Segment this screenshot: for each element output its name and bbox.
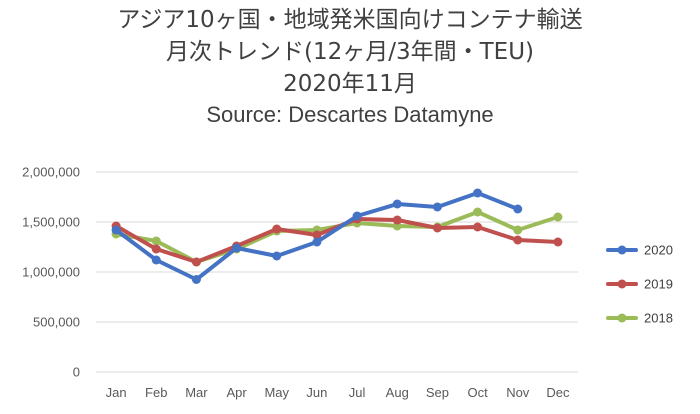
gridlines — [96, 171, 578, 373]
data-point — [473, 207, 483, 217]
data-point — [513, 235, 523, 245]
legend-label: 2019 — [644, 277, 673, 292]
data-point — [151, 236, 161, 246]
x-tick-label: Sep — [426, 385, 449, 400]
y-tick-label: 0 — [73, 365, 80, 380]
chart-subtitle: Source: Descartes Datamyne — [206, 102, 494, 127]
x-tick-label: Aug — [386, 385, 409, 400]
legend-swatch-marker — [617, 313, 627, 323]
data-point — [272, 224, 282, 234]
data-point — [392, 199, 402, 209]
x-tick-label: Jun — [306, 385, 327, 400]
data-point — [352, 211, 362, 221]
data-point — [111, 225, 121, 235]
chart-title-block: アジア10ヶ国・地域発米国向けコンテナ輸送 月次トレンド(12ヶ月/3年間・TE… — [0, 4, 700, 130]
y-tick-label: 2,000,000 — [22, 165, 80, 180]
data-point — [191, 275, 201, 284]
y-tick-label: 500,000 — [33, 315, 80, 330]
x-tick-label: Jan — [106, 385, 127, 400]
x-tick-label: May — [264, 385, 289, 400]
data-point — [392, 215, 402, 225]
data-point — [191, 257, 201, 267]
series-2020 — [111, 188, 523, 284]
data-point — [513, 225, 523, 235]
legend: 2020 2019 2018 — [606, 243, 673, 326]
data-point — [312, 237, 322, 247]
data-point — [151, 255, 161, 265]
x-tick-label: Jul — [349, 385, 366, 400]
chart-title-line-2: 月次トレンド(12ヶ月/3年間・TEU) — [165, 39, 534, 65]
chart-title-line-3: 2020年11月 — [283, 71, 417, 97]
series-line — [114, 210, 560, 264]
x-tick-label: Apr — [226, 385, 247, 400]
legend-item-2019: 2019 — [606, 277, 673, 292]
data-point — [151, 244, 161, 254]
x-tick-label: Mar — [185, 385, 208, 400]
legend-item-2018: 2018 — [606, 311, 673, 326]
x-tick-label: Nov — [506, 385, 530, 400]
legend-label: 2018 — [644, 311, 673, 326]
y-tick-label: 1,000,000 — [22, 265, 80, 280]
legend-swatch-marker — [617, 279, 627, 289]
series-line — [114, 217, 560, 264]
data-point — [272, 251, 282, 261]
y-axis-tick-labels: 0 500,000 1,000,000 1,500,000 2,000,000 — [22, 165, 80, 380]
legend-item-2020: 2020 — [606, 243, 673, 258]
data-series — [111, 188, 563, 284]
y-tick-label: 1,500,000 — [22, 215, 80, 230]
x-axis-tick-labels: Jan Feb Mar Apr May Jun Jul Aug Sep Oct Nov Dec — [106, 385, 570, 400]
data-point — [473, 222, 483, 232]
data-point — [553, 237, 563, 247]
chart-title-line-1: アジア10ヶ国・地域発米国向けコンテナ輸送 — [117, 7, 583, 33]
x-tick-label: Dec — [546, 385, 570, 400]
data-point — [513, 204, 523, 214]
data-point — [473, 188, 483, 198]
data-point — [232, 243, 242, 253]
data-point — [553, 212, 563, 222]
legend-label: 2020 — [644, 243, 673, 258]
legend-swatch-marker — [617, 245, 627, 255]
data-point — [312, 230, 322, 240]
data-point — [432, 223, 442, 233]
x-tick-label: Feb — [145, 385, 167, 400]
x-tick-label: Oct — [467, 385, 488, 400]
data-point — [432, 202, 442, 212]
